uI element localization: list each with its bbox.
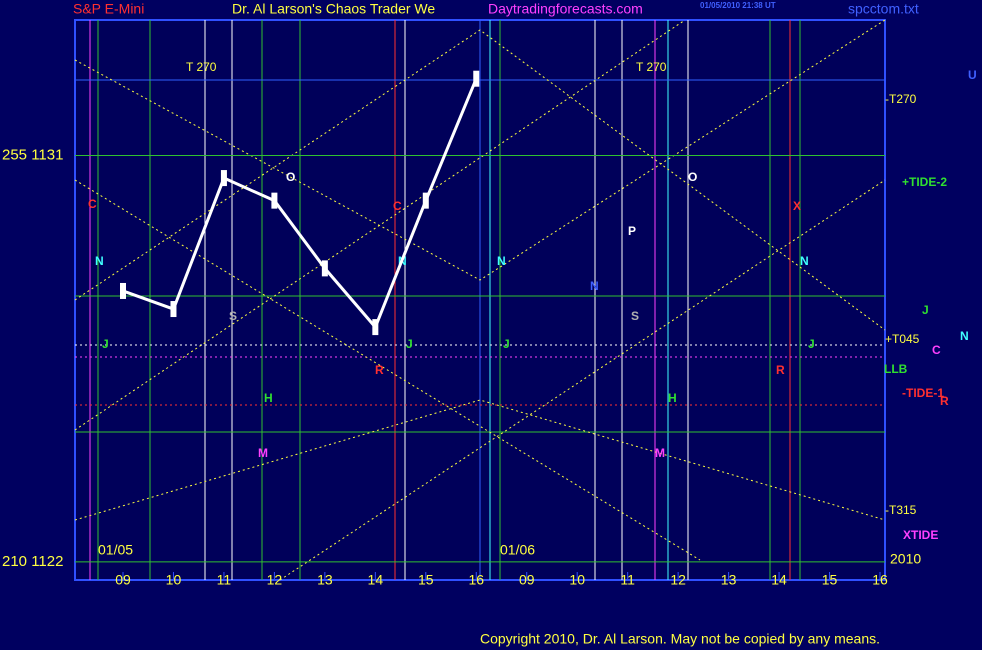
annotation: S bbox=[631, 309, 639, 323]
annotation: R bbox=[776, 363, 785, 377]
x-tick-label: 09 bbox=[115, 572, 131, 588]
layout-lines bbox=[74, 19, 886, 581]
subtitle: Dr. Al Larson's Chaos Trader We bbox=[232, 1, 435, 17]
price-bar bbox=[321, 260, 328, 277]
annotation: U bbox=[968, 68, 977, 82]
x-tick-label: 10 bbox=[166, 572, 182, 588]
annotation: LLB bbox=[884, 362, 908, 376]
annotation: -T315 bbox=[885, 503, 917, 517]
date-label: 2010 bbox=[890, 551, 921, 567]
annotation: +TIDE-2 bbox=[902, 175, 947, 189]
annotation: C bbox=[932, 343, 941, 357]
annotation: N bbox=[960, 329, 969, 343]
price-bar bbox=[220, 170, 227, 187]
annotation: T 270 bbox=[186, 60, 217, 74]
annotation: N bbox=[800, 254, 809, 268]
annotation: X bbox=[793, 199, 801, 213]
x-tick-label: 12 bbox=[267, 572, 283, 588]
x-tick-label: 16 bbox=[872, 572, 888, 588]
price-bar bbox=[271, 192, 278, 209]
annotation: R bbox=[375, 363, 384, 377]
annotations: T 270 T 270 -T270 +TIDE-2 +T045 LLB -TID… bbox=[88, 60, 977, 542]
annotation: O bbox=[688, 170, 697, 184]
x-tick-label: 15 bbox=[418, 572, 434, 588]
annotation: J bbox=[102, 337, 109, 351]
price-bar bbox=[372, 319, 379, 336]
annotation: C bbox=[88, 197, 97, 211]
chart-title: S&P E-Mini bbox=[73, 1, 144, 17]
copyright: Copyright 2010, Dr. Al Larson. May not b… bbox=[480, 631, 880, 647]
annotation: M bbox=[258, 446, 268, 460]
date-label: 01/05 bbox=[98, 542, 133, 558]
x-tick-label: 15 bbox=[822, 572, 838, 588]
annotation: M bbox=[655, 446, 665, 460]
annotation: H bbox=[668, 391, 677, 405]
annotation: N bbox=[590, 279, 599, 293]
annotation: P bbox=[628, 224, 636, 238]
date-label: 01/06 bbox=[500, 542, 535, 558]
x-tick-label: 11 bbox=[217, 572, 232, 588]
price-bar bbox=[170, 301, 177, 318]
x-tick-label: 14 bbox=[368, 572, 384, 588]
annotation: H bbox=[264, 391, 273, 405]
annotation: J bbox=[406, 337, 413, 351]
annotation: -TIDE-1 bbox=[902, 386, 944, 400]
annotation: S bbox=[229, 309, 237, 323]
annotation: +T045 bbox=[885, 332, 920, 346]
x-tick-label: 13 bbox=[721, 572, 737, 588]
site: Daytradingforecasts.com bbox=[488, 1, 643, 17]
annotation: XTIDE bbox=[903, 528, 938, 542]
annotation: N bbox=[497, 254, 506, 268]
price-line bbox=[122, 78, 478, 330]
price-bar bbox=[120, 282, 126, 299]
annotation: J bbox=[503, 337, 510, 351]
x-tick-label: 11 bbox=[620, 572, 635, 588]
annotation: J bbox=[922, 303, 929, 317]
annotation: J bbox=[808, 337, 815, 351]
file-name: spcctom.txt bbox=[848, 1, 919, 17]
annotation: T 270 bbox=[636, 60, 667, 74]
annotation: N bbox=[95, 254, 104, 268]
annotation: R bbox=[940, 394, 949, 408]
y-tick-label: 255 1131 bbox=[2, 146, 63, 163]
timestamp: 01/05/2010 21:38 UT bbox=[700, 1, 776, 10]
price-bar bbox=[473, 70, 480, 87]
x-tick-label: 09 bbox=[519, 572, 535, 588]
x-tick-label: 13 bbox=[317, 572, 333, 588]
y-tick-label: 210 1122 bbox=[2, 553, 63, 570]
x-tick-label: 10 bbox=[569, 572, 585, 588]
annotation: C bbox=[393, 199, 402, 213]
price-bar bbox=[422, 192, 429, 209]
x-tick-label: 12 bbox=[670, 572, 686, 588]
annotation: O bbox=[286, 170, 295, 184]
annotation: -T270 bbox=[885, 92, 917, 106]
x-tick-label: 16 bbox=[468, 572, 484, 588]
x-tick-label: 14 bbox=[771, 572, 787, 588]
